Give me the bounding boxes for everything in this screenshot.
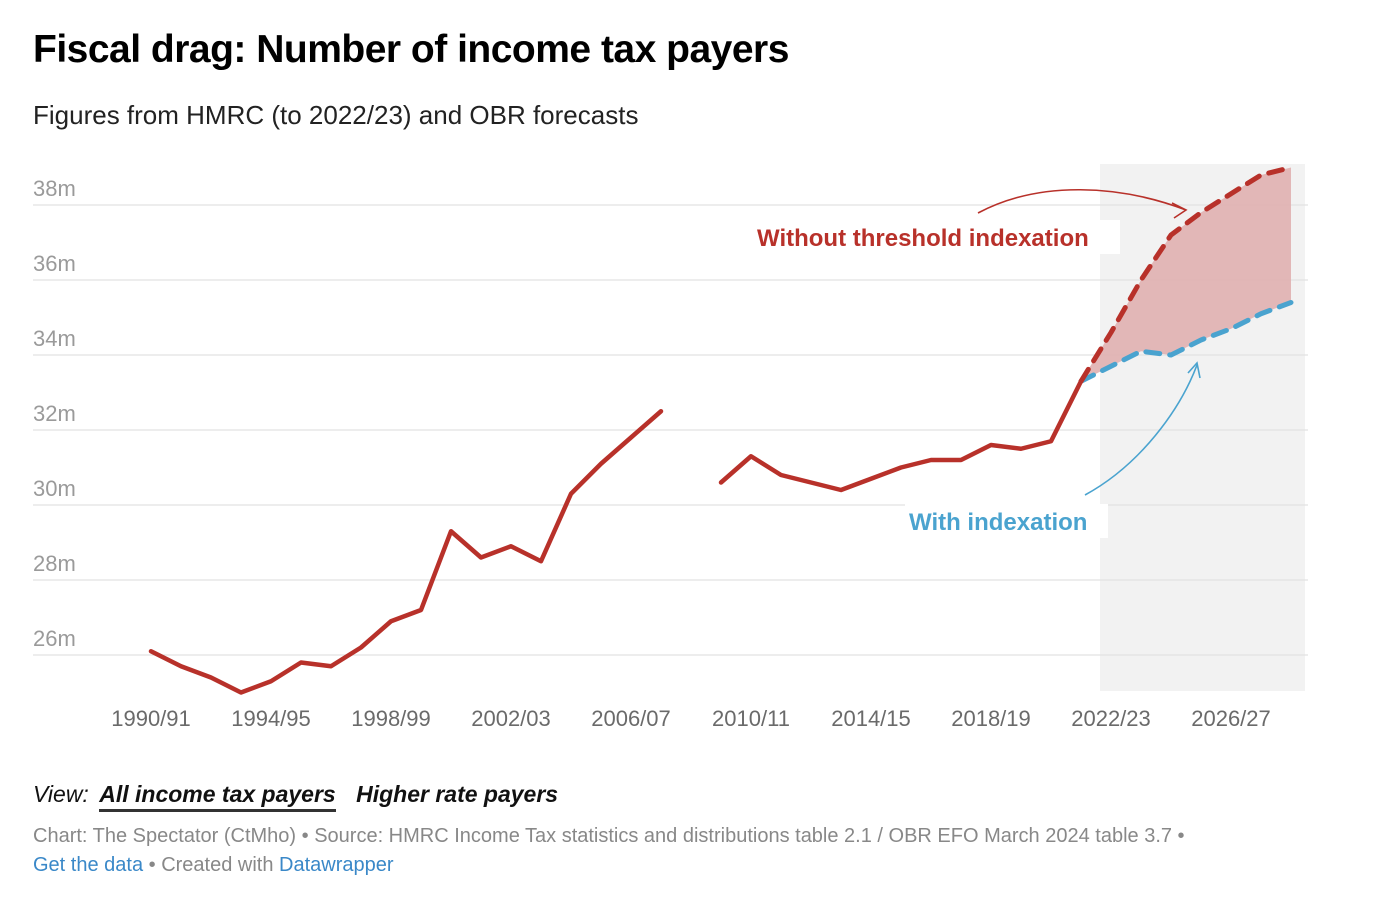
x-axis-labels: 1990/91 1994/95 1998/99 2002/03 2006/07 2010/… [111, 706, 1271, 731]
created-with-text: Created with [161, 854, 274, 876]
arrowhead-with [1187, 361, 1201, 379]
indexation-gap-area [1081, 167, 1291, 382]
separator: • [143, 854, 162, 876]
series-line-hmrc [148, 409, 664, 695]
annotation-arrow-without [977, 188, 1187, 214]
view-label: View: [33, 781, 89, 807]
y-tick-label: 38m [33, 176, 76, 201]
y-tick-label: 36m [33, 251, 76, 276]
y-tick-label: 28m [33, 551, 76, 576]
x-tick-label: 1994/95 [231, 706, 311, 731]
arrowhead-without [1171, 202, 1188, 219]
annotations: Without threshold indexation With indexa… [752, 188, 1201, 538]
source-text: Source: HMRC Income Tax statistics and d… [314, 825, 1172, 847]
x-tick-label: 2006/07 [591, 706, 671, 731]
x-tick-label: 1990/91 [111, 706, 191, 731]
annotation-bg-without [752, 220, 1120, 254]
get-data-link[interactable]: Get the data [33, 854, 144, 876]
x-tick-label: 1998/99 [351, 706, 431, 731]
y-tick-label: 34m [33, 326, 76, 351]
gap-area-layer [1081, 167, 1291, 382]
series-line-without-indexation [1078, 165, 1294, 384]
separator: • [1172, 825, 1185, 847]
x-tick-label: 2002/03 [471, 706, 551, 731]
annotation-with-indexation: With indexation [909, 509, 1087, 536]
annotation-without-indexation: Without threshold indexation [757, 225, 1089, 252]
annotation-arrow-with [1084, 364, 1198, 496]
series-line-with-indexation [1078, 300, 1294, 384]
view-option-all-income-tax-payers[interactable]: All income tax payers [99, 781, 336, 812]
series-lines [148, 165, 1294, 695]
x-tick-label: 2010/11 [712, 706, 790, 731]
line-chart: 26m 28m 30m 32m 34m 36m 38m 1990/91 1994/95 1998… [33, 164, 1308, 731]
view-selector: View: All income tax payers Higher rate … [33, 781, 559, 812]
view-option-higher-rate-payers[interactable]: Higher rate payers [356, 781, 559, 807]
y-axis-labels: 26m 28m 30m 32m 34m 36m 38m [33, 176, 76, 651]
x-tick-label: 2018/19 [951, 706, 1031, 731]
y-tick-label: 32m [33, 401, 76, 426]
chart-subtitle: Figures from HMRC (to 2022/23) and OBR f… [33, 100, 639, 130]
y-tick-label: 30m [33, 476, 76, 501]
y-tick-label: 26m [33, 626, 76, 651]
chart-title: Fiscal drag: Number of income tax payers [33, 28, 789, 71]
x-tick-label: 2026/27 [1191, 706, 1271, 731]
chart-credit: Chart: The Spectator (CtMho) [33, 825, 297, 847]
separator: • [296, 825, 315, 847]
x-tick-label: 2022/23 [1071, 706, 1151, 731]
x-tick-label: 2014/15 [831, 706, 911, 731]
annotation-bg-with [905, 504, 1108, 538]
series-line-hmrc [718, 379, 1084, 493]
footer: Chart: The Spectator (CtMho) • Source: H… [33, 822, 1333, 880]
datawrapper-link[interactable]: Datawrapper [279, 854, 394, 876]
